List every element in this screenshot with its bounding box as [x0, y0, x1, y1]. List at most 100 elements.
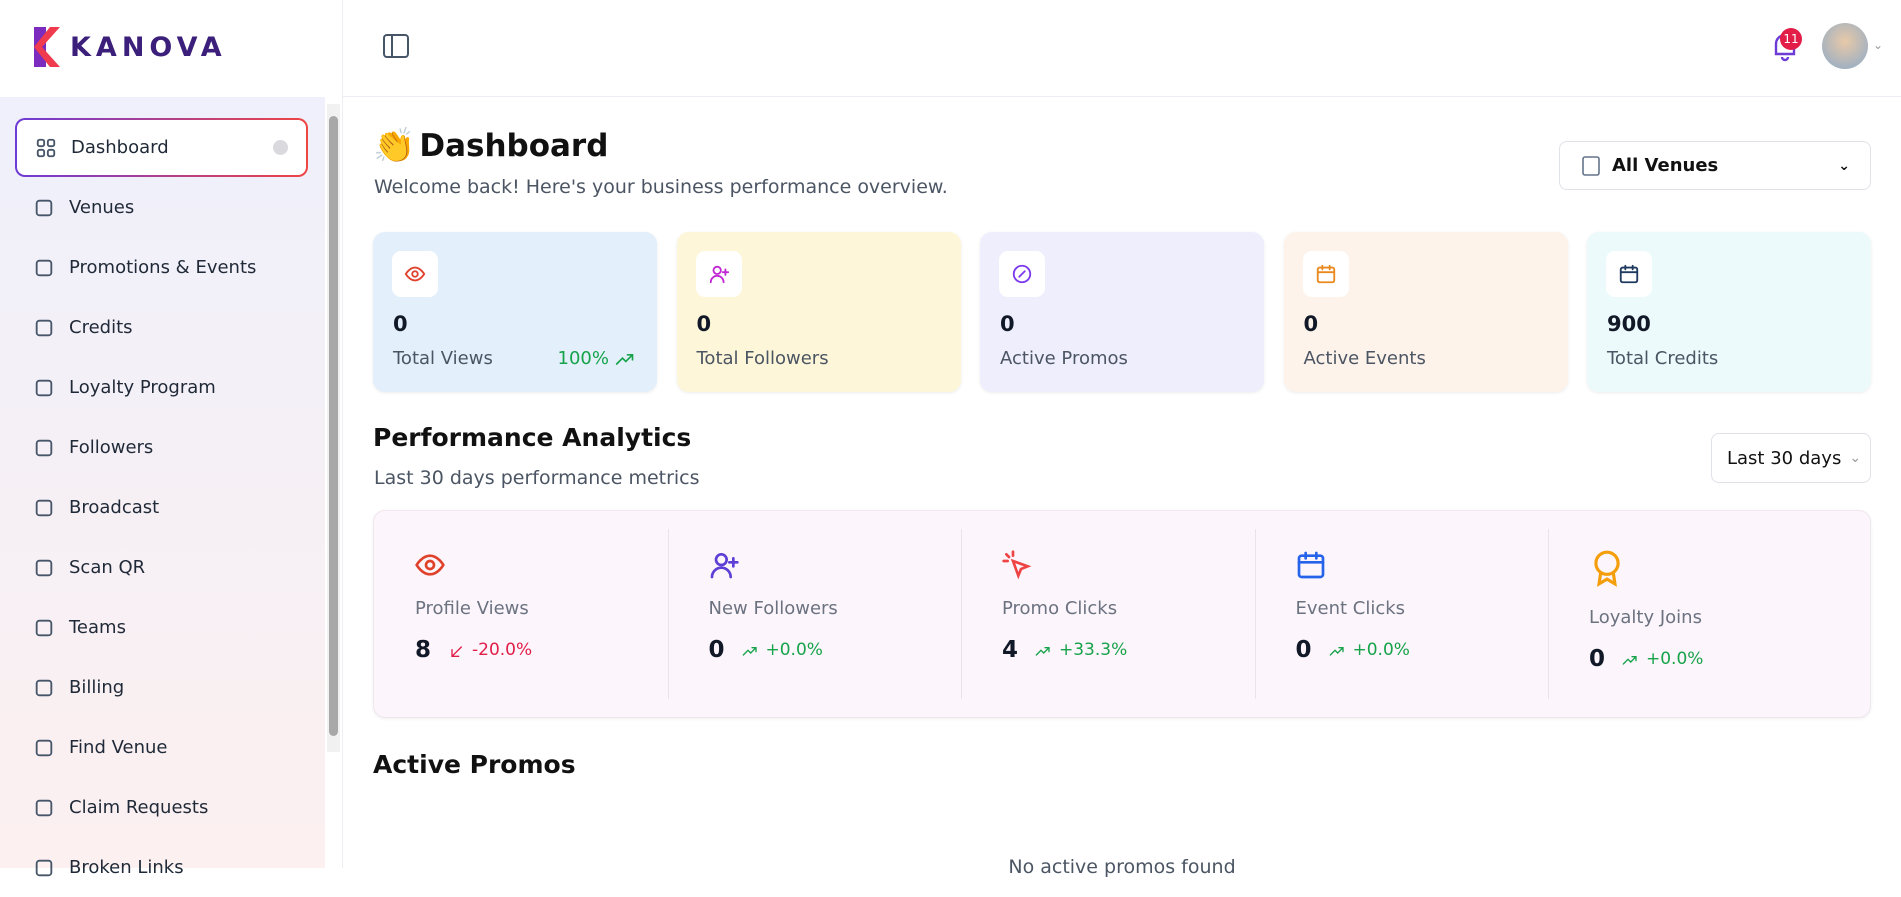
- metric-value: 0: [1589, 646, 1606, 672]
- nav-item[interactable]: Dashboard: [15, 118, 308, 177]
- stat-label: Total Followers: [696, 348, 829, 369]
- stat-label: Active Events: [1303, 348, 1426, 369]
- nav-label: Broadcast: [69, 497, 160, 518]
- icon: [404, 266, 426, 282]
- nav-item[interactable]: Teams: [15, 598, 308, 657]
- stat-value: 0: [1000, 312, 1015, 336]
- nav-label: Claim Requests: [69, 797, 209, 818]
- icon: [1329, 647, 1344, 656]
- stat-label: Total Views: [393, 348, 493, 369]
- trend-arrow: [742, 643, 758, 663]
- trend-arrow: [448, 643, 464, 663]
- metric-label: Profile Views: [415, 598, 529, 619]
- stat-card: 900 Total Credits: [1587, 232, 1871, 392]
- title-text: Dashboard: [419, 128, 609, 164]
- metric-icon: [1588, 549, 1626, 591]
- nav-item[interactable]: Credits: [15, 298, 308, 357]
- stat-card: 0 Total Views 100%: [373, 232, 657, 392]
- nav-label: Find Venue: [69, 737, 168, 758]
- icon: [35, 379, 53, 396]
- nav-item[interactable]: Billing: [15, 658, 308, 717]
- avatar[interactable]: [1822, 23, 1868, 69]
- nav-item[interactable]: Loyalty Program: [15, 358, 308, 417]
- icon: [615, 353, 634, 365]
- nav-item[interactable]: Promotions & Events: [15, 238, 308, 297]
- building-icon: [1582, 155, 1600, 176]
- icon: [1012, 264, 1032, 284]
- metric-change: -20.0%: [472, 640, 533, 660]
- nav-label: Loyalty Program: [69, 377, 216, 398]
- stat-value: 0: [393, 312, 408, 336]
- divider: [961, 529, 962, 699]
- metric-icon: [708, 549, 740, 585]
- icon: [415, 554, 445, 576]
- top-bar: [343, 0, 1901, 97]
- nav-item[interactable]: Scan QR: [15, 538, 308, 597]
- nav-label: Dashboard: [71, 137, 169, 158]
- metric-change: +0.0%: [1352, 640, 1410, 660]
- nav-label: Venues: [69, 197, 135, 218]
- stat-card: 0 Total Followers: [676, 232, 961, 392]
- icon: [35, 799, 53, 816]
- nav-item[interactable]: Broadcast: [15, 478, 308, 537]
- metrics-panel: Profile Views 8 -20.0% New Followers 0 +0.0% P…: [373, 510, 1871, 718]
- metric-value: 8: [415, 637, 432, 663]
- section-subtitle: Last 30 days performance metrics: [374, 467, 700, 489]
- icon: [1035, 647, 1050, 656]
- promos-title: Active Promos: [373, 750, 576, 779]
- icon: [1297, 551, 1324, 579]
- stat-value: 0: [696, 312, 712, 336]
- metric-label: New Followers: [708, 598, 838, 619]
- icon: [742, 647, 757, 656]
- metric-value: 4: [1002, 637, 1019, 663]
- nav-item[interactable]: Find Venue: [15, 718, 308, 777]
- stat-card: 0 Active Events: [1283, 232, 1568, 392]
- trend-text: 100%: [557, 348, 609, 369]
- page: KANOVA 11 ⌄ 👏 Dashboard Welcome back! Her…: [0, 0, 1901, 878]
- icon-box: [999, 251, 1045, 297]
- metric-label: Event Clicks: [1295, 598, 1406, 619]
- page-title: 👏 Dashboard: [373, 126, 609, 166]
- stat-trend: 100%: [558, 348, 635, 369]
- nav-item[interactable]: Claim Requests: [15, 778, 308, 837]
- icon-box: [1606, 251, 1652, 297]
- metric-change: +33.3%: [1059, 640, 1128, 660]
- icon: [1594, 550, 1620, 587]
- section-title: Performance Analytics: [373, 423, 692, 452]
- range-text: Last 30 days: [1727, 447, 1842, 469]
- stat-label: Active Promos: [1000, 348, 1128, 369]
- logo: KANOVA: [30, 27, 227, 67]
- metric-label: Promo Clicks: [1002, 598, 1118, 619]
- range-select[interactable]: Last 30 days ⌄: [1711, 433, 1871, 483]
- divider: [1254, 529, 1256, 699]
- divider: [1548, 529, 1549, 699]
- icon: [35, 439, 53, 456]
- nav-item[interactable]: Followers: [15, 418, 308, 477]
- nav-label: Scan QR: [69, 557, 146, 578]
- nav-panel: [0, 97, 325, 868]
- metric-change: +0.0%: [1646, 649, 1704, 669]
- icon: [709, 265, 729, 284]
- icon: [1002, 550, 1032, 580]
- sidebar-toggle[interactable]: [383, 34, 409, 58]
- stat-value: 900: [1607, 312, 1651, 336]
- icon: [35, 199, 53, 216]
- icon: [1622, 656, 1637, 665]
- metric-change: +0.0%: [765, 640, 823, 660]
- icon: [1619, 264, 1639, 284]
- stat-card: 0 Active Promos: [980, 232, 1264, 392]
- icon: [35, 499, 53, 516]
- nav-label: Credits: [69, 317, 133, 338]
- icon: [36, 138, 56, 157]
- brand: KANOVA: [70, 31, 227, 63]
- venue-select[interactable]: All Venues ⌄: [1559, 141, 1871, 190]
- icon: [35, 259, 53, 276]
- avatar-caret: ⌄: [1873, 38, 1884, 52]
- icon-box: [1302, 251, 1349, 297]
- stat-value: 0: [1303, 312, 1319, 336]
- nav-item[interactable]: Venues: [15, 178, 308, 237]
- nav-dot: [273, 140, 288, 155]
- icon-box: [695, 251, 742, 297]
- icon: [710, 553, 739, 579]
- nav-label: Promotions & Events: [69, 257, 257, 278]
